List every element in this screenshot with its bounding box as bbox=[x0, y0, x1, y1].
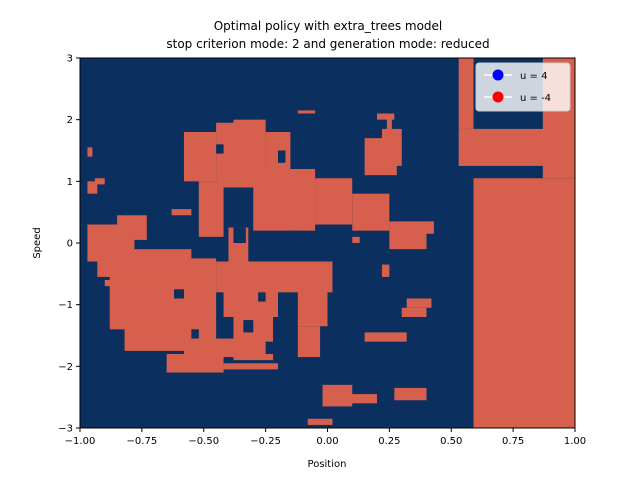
chart-title-line2: stop criterion mode: 2 and generation mo… bbox=[166, 37, 489, 51]
policy-region-u-minus4 bbox=[216, 261, 333, 293]
policy-region-u-minus4 bbox=[297, 326, 321, 358]
x-tick-label: 0.25 bbox=[378, 436, 400, 447]
x-tick-label: 0.75 bbox=[502, 436, 524, 447]
policy-region-u4 bbox=[307, 243, 316, 256]
policy-region-u4 bbox=[278, 150, 286, 163]
policy-region-u-minus4 bbox=[233, 119, 266, 126]
policy-region-u-minus4 bbox=[377, 113, 395, 120]
legend-marker bbox=[492, 91, 504, 103]
policy-region-u-minus4 bbox=[381, 264, 390, 277]
y-tick-label: 1 bbox=[67, 177, 73, 188]
y-axis: −3 −2 −1 0 1 2 3 bbox=[58, 54, 80, 435]
policy-region-u4 bbox=[174, 289, 184, 299]
y-tick-label: −3 bbox=[58, 424, 73, 435]
policy-region-u-minus4 bbox=[191, 150, 212, 157]
policy-region-u4 bbox=[290, 230, 298, 243]
chart-title-line1: Optimal policy with extra_trees model bbox=[214, 19, 443, 33]
policy-region-u-minus4 bbox=[109, 267, 217, 330]
plot-area bbox=[79, 57, 576, 429]
policy-region-u-minus4 bbox=[124, 326, 217, 351]
policy-region-u-minus4 bbox=[297, 110, 316, 114]
policy-region-u4 bbox=[191, 329, 199, 339]
policy-region-u-minus4 bbox=[94, 178, 105, 185]
x-axis: −1.00 −0.75 −0.50 −0.25 0.00 0.25 0.50 0.75 1.00 bbox=[65, 428, 586, 447]
policy-region-u-minus4 bbox=[297, 289, 328, 327]
policy-region-u-minus4 bbox=[344, 394, 377, 404]
y-tick-label: −1 bbox=[58, 300, 73, 311]
policy-region-u-minus4 bbox=[307, 418, 333, 425]
policy-region-u4 bbox=[265, 341, 274, 354]
x-tick-label: −0.50 bbox=[188, 436, 219, 447]
policy-region-u-minus4 bbox=[394, 387, 427, 401]
policy-region-u-minus4 bbox=[381, 128, 402, 166]
policy-region-u-minus4 bbox=[315, 178, 353, 225]
policy-region-u-minus4 bbox=[253, 169, 316, 231]
x-tick-label: −0.25 bbox=[250, 436, 281, 447]
x-tick-label: −0.75 bbox=[127, 436, 158, 447]
x-tick-label: 0.00 bbox=[316, 436, 338, 447]
policy-region-u-minus4 bbox=[473, 178, 575, 428]
policy-region-u-minus4 bbox=[386, 116, 392, 132]
policy-region-u-minus4 bbox=[104, 280, 115, 287]
policy-region-u-minus4 bbox=[458, 128, 575, 166]
policy-region-u-minus4 bbox=[171, 209, 192, 216]
policy-region-u4 bbox=[258, 292, 266, 302]
y-axis-label: Speed bbox=[32, 227, 43, 258]
policy-region-u4 bbox=[243, 320, 254, 333]
policy-region-u-minus4 bbox=[99, 249, 192, 262]
policy-region-u-minus4 bbox=[458, 58, 474, 129]
policy-region-u-minus4 bbox=[166, 354, 224, 373]
policy-region-u-minus4 bbox=[198, 181, 224, 237]
policy-region-u-minus4 bbox=[396, 221, 434, 234]
policy-region-u-minus4 bbox=[87, 181, 98, 194]
policy-region-u4 bbox=[216, 144, 224, 154]
x-tick-label: 1.00 bbox=[564, 436, 586, 447]
policy-region-u-minus4 bbox=[97, 258, 217, 277]
legend: u = 4 u = -4 bbox=[475, 62, 571, 112]
policy-region-u-minus4 bbox=[406, 298, 432, 308]
y-tick-label: 3 bbox=[67, 54, 73, 65]
policy-region-u-minus4 bbox=[352, 193, 390, 231]
policy-region-u-minus4 bbox=[223, 363, 278, 370]
legend-label: u = -4 bbox=[520, 93, 551, 104]
policy-region-u-minus4 bbox=[401, 307, 427, 317]
policy-region-u-minus4 bbox=[352, 236, 360, 243]
policy-region-u-minus4 bbox=[117, 215, 147, 240]
y-tick-label: 0 bbox=[67, 239, 73, 250]
policy-region-u4 bbox=[233, 227, 246, 243]
legend-marker bbox=[492, 69, 504, 81]
y-tick-label: 2 bbox=[67, 115, 73, 126]
policy-region-u-minus4 bbox=[87, 147, 93, 157]
legend-label: u = 4 bbox=[520, 71, 547, 82]
y-tick-label: −2 bbox=[58, 362, 73, 373]
x-tick-label: 0.50 bbox=[440, 436, 462, 447]
policy-region-u-minus4 bbox=[223, 289, 278, 317]
x-tick-label: −1.00 bbox=[65, 436, 96, 447]
x-axis-label: Position bbox=[308, 459, 347, 470]
policy-region-u-minus4 bbox=[364, 332, 407, 342]
